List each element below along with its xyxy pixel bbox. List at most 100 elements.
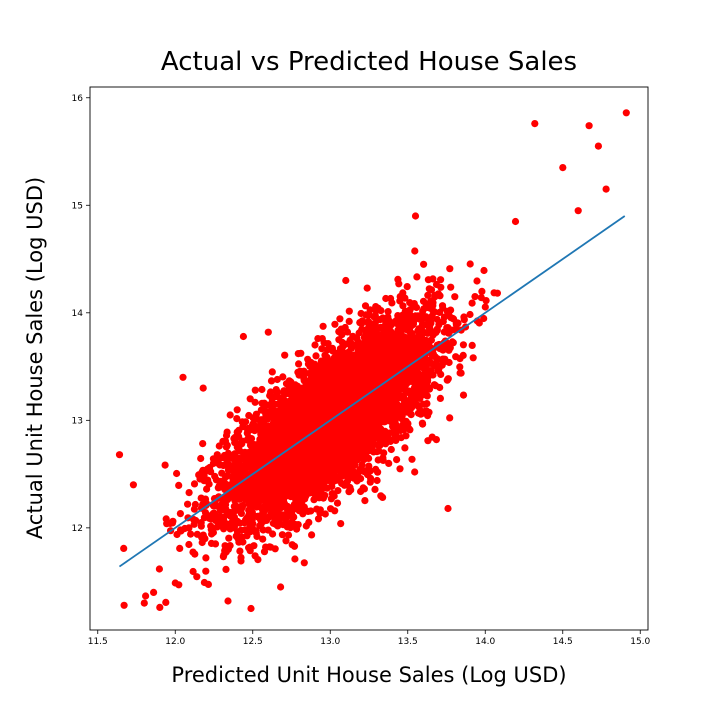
data-point: [372, 465, 380, 473]
data-point: [319, 322, 327, 330]
data-point: [260, 399, 268, 407]
data-point: [429, 299, 437, 307]
data-point: [233, 415, 241, 423]
data-point: [423, 392, 431, 400]
data-point: [346, 484, 354, 492]
data-point: [259, 526, 267, 534]
data-point: [283, 523, 291, 531]
data-point: [480, 314, 488, 323]
data-point: [191, 500, 199, 509]
data-point: [193, 573, 201, 581]
data-point: [321, 510, 329, 518]
data-point: [298, 371, 306, 379]
data-point: [198, 538, 206, 547]
data-point: [412, 344, 420, 352]
data-point: [438, 302, 447, 310]
data-point: [459, 351, 467, 359]
data-point: [175, 481, 183, 489]
data-point: [444, 340, 452, 348]
data-point: [318, 493, 326, 501]
data-point: [396, 465, 404, 473]
data-point: [318, 345, 326, 353]
data-point: [339, 348, 347, 356]
data-point: [142, 592, 150, 600]
data-point: [247, 604, 255, 613]
data-point: [295, 360, 303, 368]
data-point: [207, 539, 216, 548]
data-point: [441, 355, 449, 363]
data-point: [331, 320, 339, 328]
data-point: [355, 338, 363, 346]
data-point: [459, 391, 468, 399]
data-point: [333, 499, 342, 507]
data-point: [257, 520, 265, 528]
data-point: [384, 308, 392, 316]
data-point: [282, 537, 290, 545]
data-point: [358, 317, 366, 325]
data-point: [185, 489, 193, 497]
data-point: [155, 565, 163, 573]
data-point: [267, 377, 276, 385]
data-point: [415, 380, 423, 388]
data-point: [176, 544, 184, 553]
data-point: [277, 402, 285, 410]
data-point: [185, 540, 193, 549]
data-point: [297, 349, 305, 357]
data-point: [428, 433, 436, 441]
data-point: [262, 543, 270, 551]
data-point: [445, 346, 453, 354]
data-point: [222, 565, 230, 574]
data-point: [331, 507, 339, 515]
data-point: [428, 371, 436, 379]
data-point: [396, 297, 404, 305]
data-point: [191, 550, 199, 558]
data-point: [190, 520, 198, 528]
data-point: [366, 478, 374, 486]
data-point: [314, 515, 323, 523]
data-point: [268, 368, 276, 376]
data-point: [361, 302, 370, 310]
data-point: [173, 469, 181, 478]
data-point: [409, 320, 417, 328]
data-point: [225, 534, 233, 542]
data-point: [211, 472, 219, 480]
data-point: [224, 471, 232, 480]
data-point: [163, 520, 171, 528]
data-point: [469, 354, 477, 362]
data-point: [284, 531, 293, 539]
data-point: [308, 531, 316, 539]
data-point: [393, 456, 401, 464]
data-point: [402, 320, 410, 328]
data-point: [403, 283, 411, 291]
scatter-points: [115, 109, 630, 613]
data-point: [193, 530, 201, 538]
data-point: [493, 289, 501, 297]
data-point: [334, 487, 342, 495]
data-point: [311, 341, 319, 349]
data-point: [257, 515, 265, 523]
data-point: [401, 444, 409, 452]
data-point: [481, 303, 489, 311]
data-point: [226, 542, 234, 550]
data-point: [222, 431, 231, 440]
data-point: [202, 554, 210, 562]
data-point: [273, 375, 281, 384]
chart-title: Actual vs Predicted House Sales: [161, 47, 577, 77]
data-point: [338, 338, 346, 346]
data-point: [437, 276, 445, 284]
data-point: [304, 360, 312, 368]
data-point: [385, 459, 393, 467]
data-point: [318, 335, 326, 343]
data-point: [215, 442, 223, 450]
data-point: [245, 411, 253, 420]
data-point: [337, 520, 345, 528]
data-point: [418, 320, 427, 328]
data-point: [353, 474, 361, 482]
data-point: [209, 509, 217, 518]
data-point: [460, 316, 468, 324]
data-point: [214, 459, 222, 467]
data-point: [272, 386, 280, 394]
data-point: [413, 273, 421, 281]
